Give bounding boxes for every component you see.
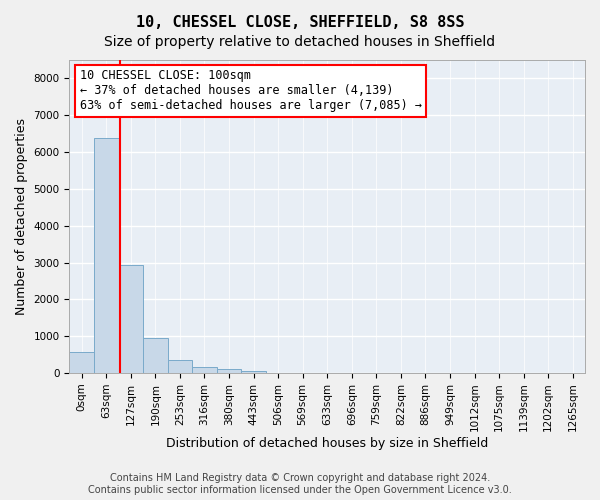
Bar	[119, 266, 143, 373]
Text: Contains HM Land Registry data © Crown copyright and database right 2024.
Contai: Contains HM Land Registry data © Crown c…	[88, 474, 512, 495]
Bar	[167, 360, 192, 373]
Bar	[241, 371, 266, 373]
Y-axis label: Number of detached properties: Number of detached properties	[15, 118, 28, 315]
Bar	[94, 138, 119, 373]
Text: 10, CHESSEL CLOSE, SHEFFIELD, S8 8SS: 10, CHESSEL CLOSE, SHEFFIELD, S8 8SS	[136, 15, 464, 30]
Bar	[143, 338, 167, 373]
Bar	[217, 370, 241, 373]
Text: Size of property relative to detached houses in Sheffield: Size of property relative to detached ho…	[104, 35, 496, 49]
X-axis label: Distribution of detached houses by size in Sheffield: Distribution of detached houses by size …	[166, 437, 488, 450]
Bar	[70, 352, 94, 373]
Text: 10 CHESSEL CLOSE: 100sqm
← 37% of detached houses are smaller (4,139)
63% of sem: 10 CHESSEL CLOSE: 100sqm ← 37% of detach…	[80, 70, 422, 112]
Bar	[192, 368, 217, 373]
